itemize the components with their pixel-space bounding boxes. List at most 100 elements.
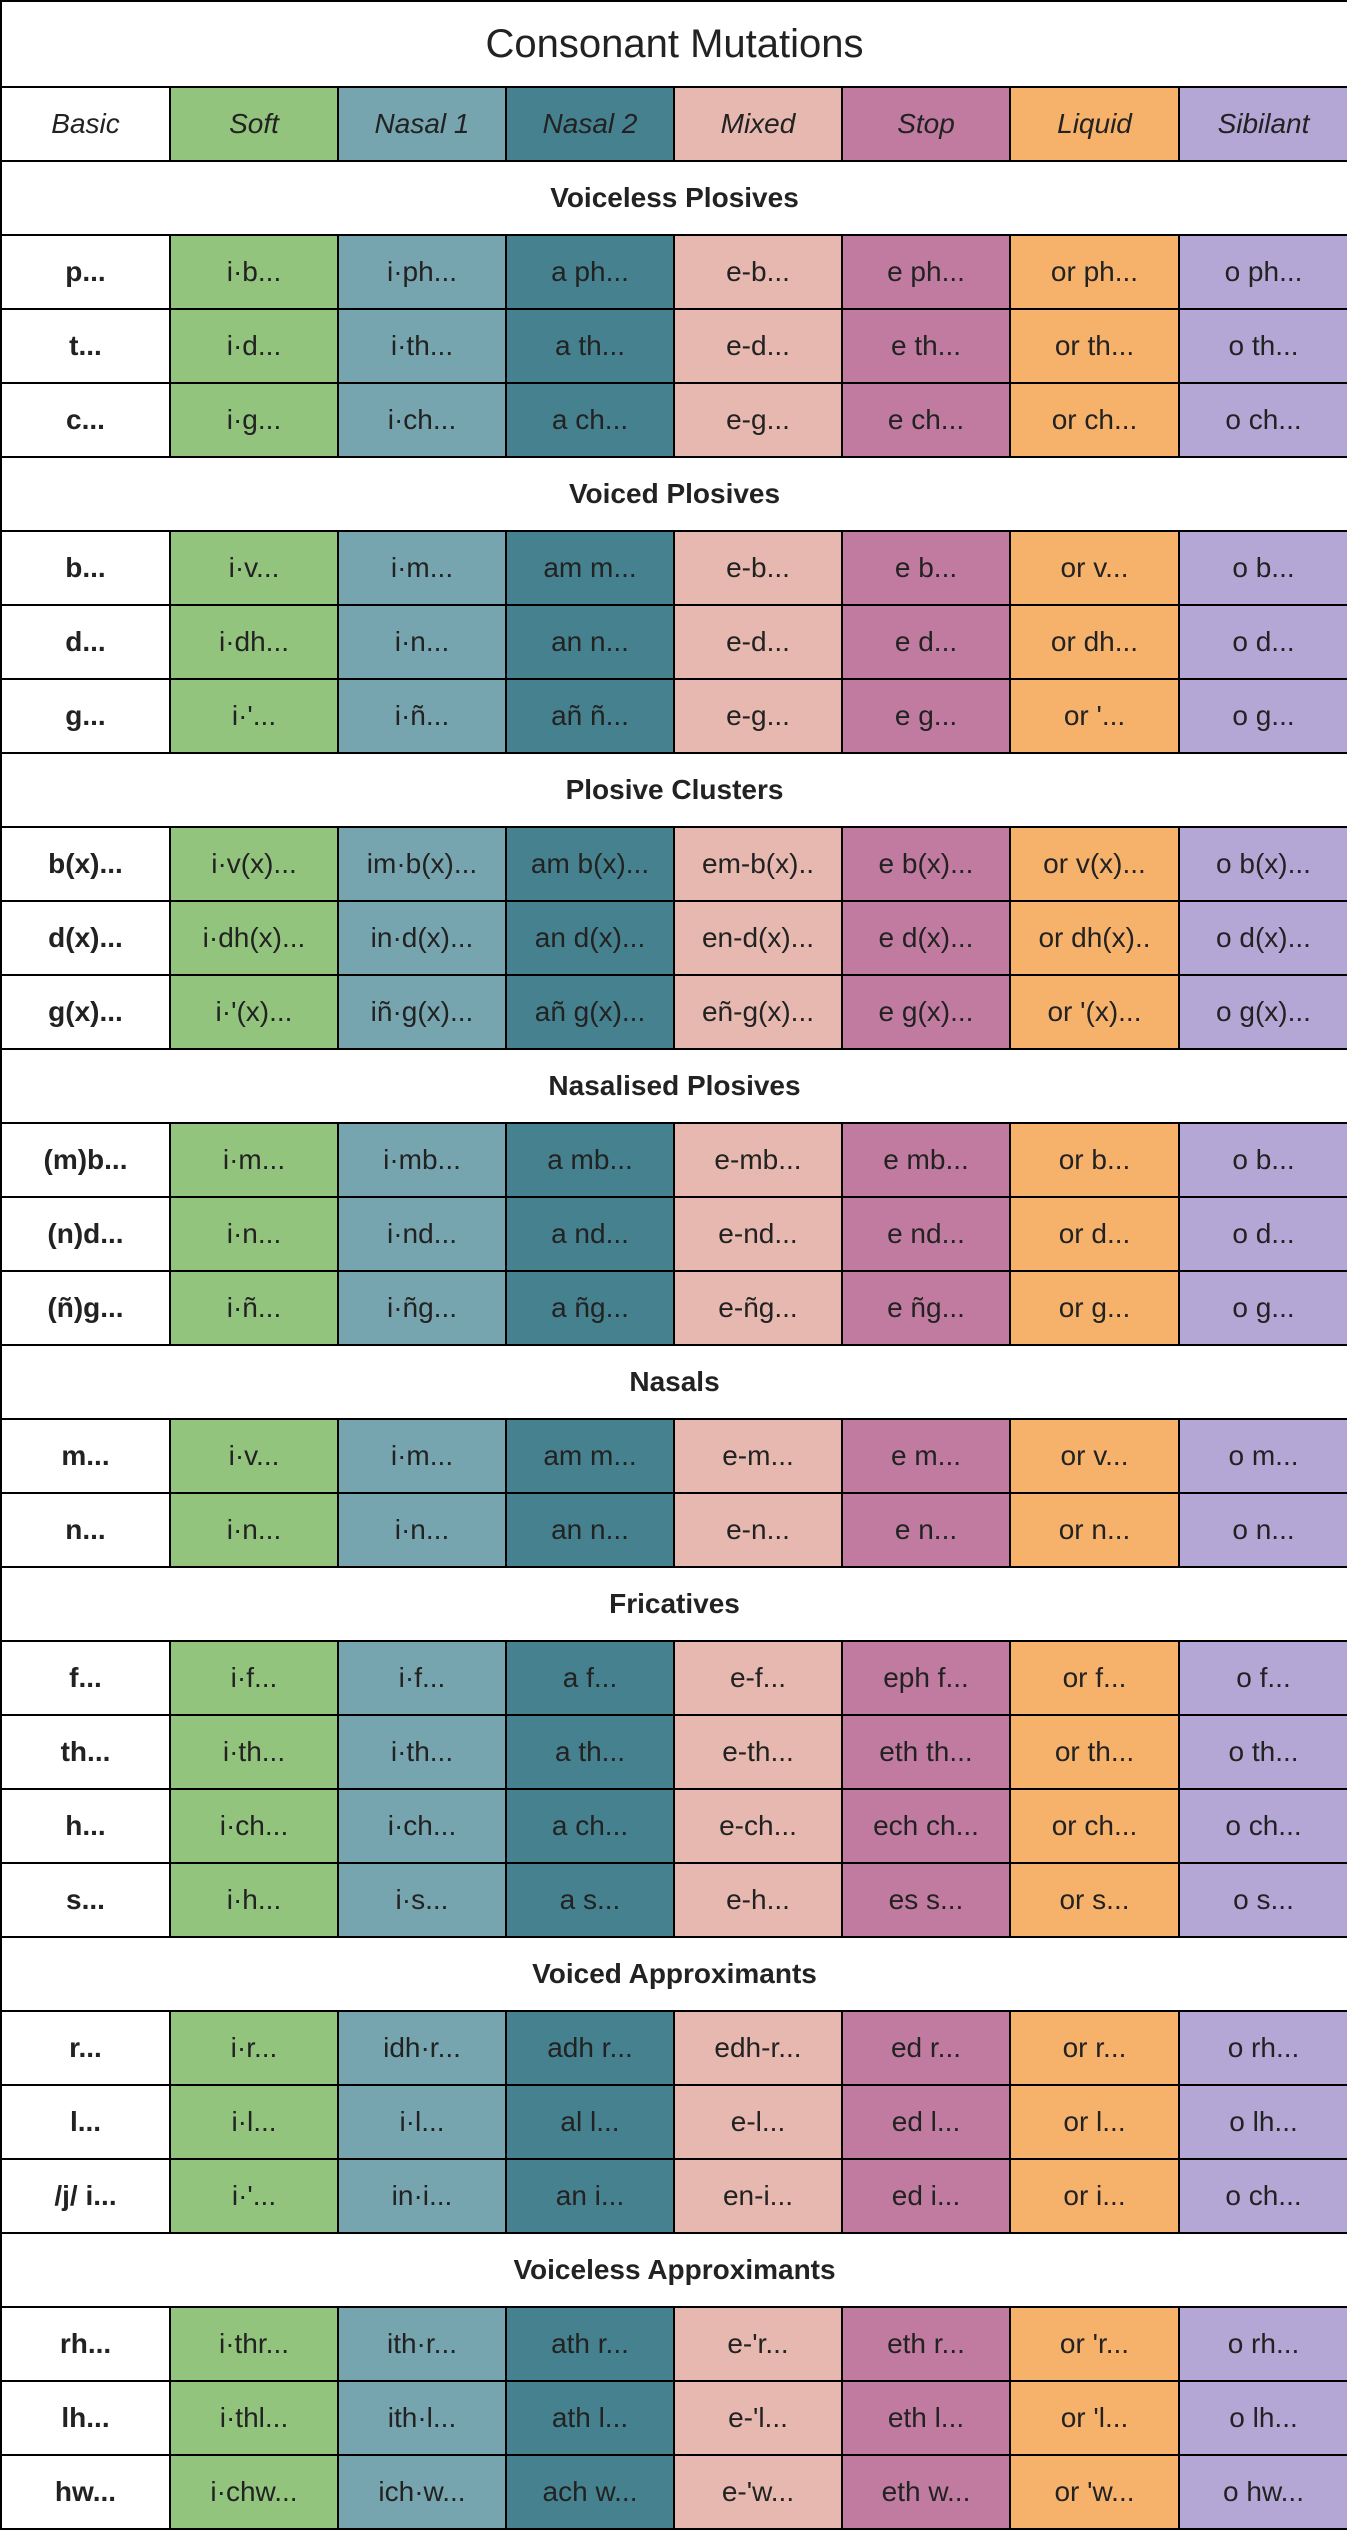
cell-mixed: e-'l... xyxy=(673,2380,843,2456)
cell-stop: e ñg... xyxy=(841,1270,1011,1346)
cell-nasal2: a mb... xyxy=(505,1122,675,1198)
table-row: b(x)... i·v(x)... im·b(x)... am b(x)... em-b… xyxy=(0,826,1347,902)
cell-sibilant: o d... xyxy=(1177,1196,1347,1272)
cell-mixed: e-g... xyxy=(673,678,843,754)
cell-basic: d(x)... xyxy=(0,900,171,976)
header-nasal-2: Nasal 2 xyxy=(505,86,675,162)
cell-stop: e n... xyxy=(841,1492,1011,1568)
cell-sibilant: o d(x)... xyxy=(1177,900,1347,976)
cell-basic: /j/ i... xyxy=(0,2158,171,2234)
section-row: Fricatives xyxy=(0,1566,1347,1642)
section-row: Nasals xyxy=(0,1344,1347,1420)
cell-sibilant: o ch... xyxy=(1177,382,1347,458)
cell-sibilant: o n... xyxy=(1177,1492,1347,1568)
cell-stop: eth w... xyxy=(841,2454,1011,2530)
cell-mixed: e-h... xyxy=(673,1862,843,1938)
cell-liquid: or ch... xyxy=(1009,382,1180,458)
cell-basic: g(x)... xyxy=(0,974,171,1050)
cell-nasal1: i·m... xyxy=(337,1418,507,1494)
cell-nasal1: i·ph... xyxy=(337,234,507,310)
cell-mixed: edh-r... xyxy=(673,2010,843,2086)
table-row: n... i·n... i·n... an n... e-n... e n... or n.… xyxy=(0,1492,1347,1568)
cell-sibilant: o d... xyxy=(1177,604,1347,680)
cell-liquid: or '... xyxy=(1009,678,1180,754)
cell-liquid: or th... xyxy=(1009,1714,1180,1790)
cell-soft: i·'... xyxy=(169,678,339,754)
table-row: g... i·'... i·ñ... añ ñ... e-g... e g... or '.… xyxy=(0,678,1347,754)
table-row: d... i·dh... i·n... an n... e-d... e d... or d… xyxy=(0,604,1347,680)
cell-nasal1: i·l... xyxy=(337,2084,507,2160)
cell-sibilant: o m... xyxy=(1177,1418,1347,1494)
cell-sibilant: o g(x)... xyxy=(1177,974,1347,1050)
cell-soft: i·b... xyxy=(169,234,339,310)
section-row: Voiceless Approximants xyxy=(0,2232,1347,2308)
section-heading: Nasalised Plosives xyxy=(0,1048,1347,1124)
cell-stop: e g... xyxy=(841,678,1011,754)
table-row: p... i·b... i·ph... a ph... e-b... e ph... or … xyxy=(0,234,1347,310)
cell-nasal1: i·f... xyxy=(337,1640,507,1716)
cell-nasal1: iñ·g(x)... xyxy=(337,974,507,1050)
table-row: (m)b... i·m... i·mb... a mb... e-mb... e mb..… xyxy=(0,1122,1347,1198)
cell-mixed: e-g... xyxy=(673,382,843,458)
cell-soft: i·'... xyxy=(169,2158,339,2234)
cell-nasal1: ith·r... xyxy=(337,2306,507,2382)
cell-stop: e b(x)... xyxy=(841,826,1011,902)
table-row: t... i·d... i·th... a th... e-d... e th... or … xyxy=(0,308,1347,384)
cell-mixed: e-'w... xyxy=(673,2454,843,2530)
cell-soft: i·thr... xyxy=(169,2306,339,2382)
cell-mixed: en-d(x)... xyxy=(673,900,843,976)
table-row: f... i·f... i·f... a f... e-f... eph f... or f… xyxy=(0,1640,1347,1716)
cell-soft: i·d... xyxy=(169,308,339,384)
cell-soft: i·v... xyxy=(169,1418,339,1494)
cell-basic: g... xyxy=(0,678,171,754)
cell-stop: ed l... xyxy=(841,2084,1011,2160)
cell-liquid: or s... xyxy=(1009,1862,1180,1938)
cell-liquid: or r... xyxy=(1009,2010,1180,2086)
header-sibilant: Sibilant xyxy=(1177,86,1347,162)
table-row: hw... i·chw... ich·w... ach w... e-'w... eth … xyxy=(0,2454,1347,2530)
cell-basic: lh... xyxy=(0,2380,171,2456)
cell-mixed: e-l... xyxy=(673,2084,843,2160)
cell-basic: (n)d... xyxy=(0,1196,171,1272)
cell-stop: e ph... xyxy=(841,234,1011,310)
cell-stop: e ch... xyxy=(841,382,1011,458)
cell-mixed: e-b... xyxy=(673,234,843,310)
cell-nasal1: im·b(x)... xyxy=(337,826,507,902)
cell-stop: e m... xyxy=(841,1418,1011,1494)
table-row: r... i·r... idh·r... adh r... edh-r... ed r..… xyxy=(0,2010,1347,2086)
cell-nasal2: an i... xyxy=(505,2158,675,2234)
cell-sibilant: o b... xyxy=(1177,530,1347,606)
cell-basic: s... xyxy=(0,1862,171,1938)
cell-nasal2: adh r... xyxy=(505,2010,675,2086)
cell-sibilant: o rh... xyxy=(1177,2010,1347,2086)
cell-soft: i·v... xyxy=(169,530,339,606)
section-heading: Nasals xyxy=(0,1344,1347,1420)
cell-nasal1: i·nd... xyxy=(337,1196,507,1272)
cell-basic: l... xyxy=(0,2084,171,2160)
table-row: d(x)... i·dh(x)... in·d(x)... an d(x)... en-… xyxy=(0,900,1347,976)
cell-sibilant: o hw... xyxy=(1177,2454,1347,2530)
header-nasal-1: Nasal 1 xyxy=(337,86,507,162)
table-row: c... i·g... i·ch... a ch... e-g... e ch... or … xyxy=(0,382,1347,458)
cell-liquid: or f... xyxy=(1009,1640,1180,1716)
cell-stop: eth l... xyxy=(841,2380,1011,2456)
cell-stop: eth th... xyxy=(841,1714,1011,1790)
cell-nasal2: añ ñ... xyxy=(505,678,675,754)
table-row: s... i·h... i·s... a s... e-h... es s... or s.… xyxy=(0,1862,1347,1938)
cell-basic: b(x)... xyxy=(0,826,171,902)
cell-liquid: or 'w... xyxy=(1009,2454,1180,2530)
cell-nasal2: a ch... xyxy=(505,382,675,458)
cell-liquid: or g... xyxy=(1009,1270,1180,1346)
cell-stop: ed r... xyxy=(841,2010,1011,2086)
cell-nasal2: an n... xyxy=(505,604,675,680)
cell-nasal1: i·n... xyxy=(337,1492,507,1568)
cell-mixed: e-f... xyxy=(673,1640,843,1716)
cell-sibilant: o b(x)... xyxy=(1177,826,1347,902)
section-heading: Voiced Approximants xyxy=(0,1936,1347,2012)
cell-nasal2: ath r... xyxy=(505,2306,675,2382)
cell-liquid: or ph... xyxy=(1009,234,1180,310)
header-basic: Basic xyxy=(0,86,171,162)
cell-sibilant: o ch... xyxy=(1177,1788,1347,1864)
cell-soft: i·n... xyxy=(169,1492,339,1568)
cell-liquid: or n... xyxy=(1009,1492,1180,1568)
